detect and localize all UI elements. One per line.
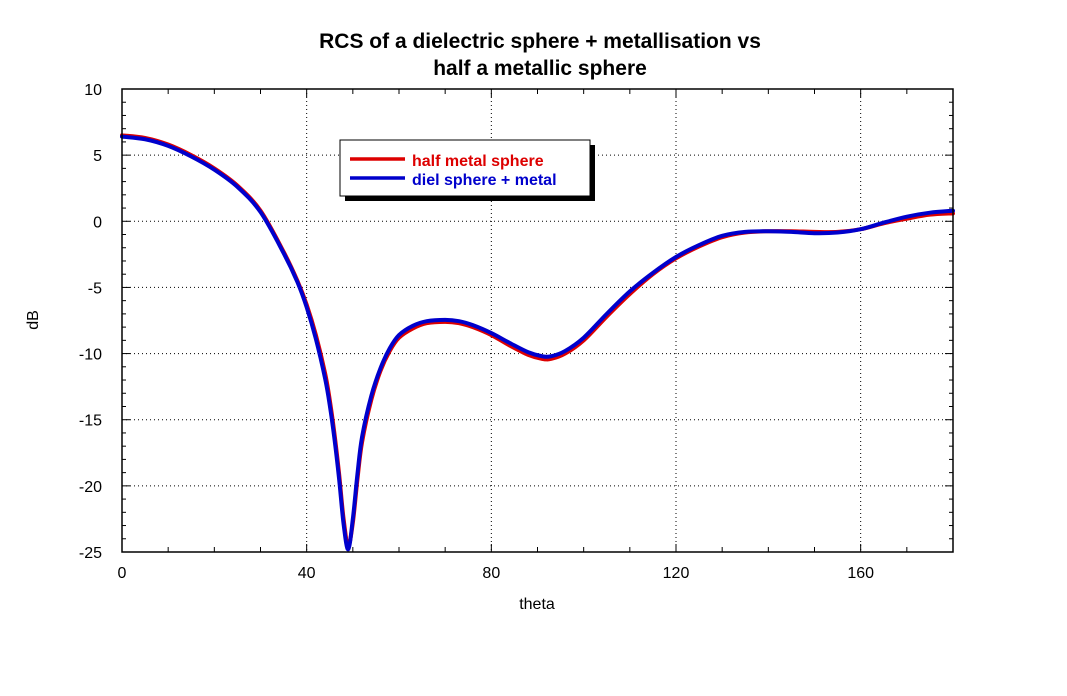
- y-tick-label: -10: [79, 347, 102, 364]
- legend-label-diel: diel sphere + metal: [412, 172, 557, 189]
- y-tick-label: 0: [93, 214, 102, 231]
- chart-title: RCS of a dielectric sphere + metallisati…: [319, 30, 761, 80]
- chart-title-line-1: RCS of a dielectric sphere + metallisati…: [319, 30, 761, 53]
- legend: half metal sphere diel sphere + metal: [339, 139, 595, 201]
- x-tick-label: 160: [847, 565, 874, 582]
- legend-box: [339, 139, 591, 197]
- y-tick-label: 10: [84, 82, 102, 99]
- y-tick-label: -5: [88, 280, 102, 297]
- y-tick-labels: -25 -20 -15 -10 -5 0 5 10: [79, 82, 102, 562]
- x-axis-label: theta: [519, 596, 555, 613]
- x-tick-label: 120: [663, 565, 690, 582]
- grid-lines: [122, 89, 953, 552]
- series-lines: [120, 133, 955, 552]
- y-tick-label: -25: [79, 545, 102, 562]
- series-line-diel-sphere-metal: [120, 134, 955, 552]
- chart-title-line-2: half a metallic sphere: [433, 57, 647, 80]
- x-tick-label: 80: [482, 565, 500, 582]
- x-tick-label: 0: [118, 565, 127, 582]
- y-tick-label: 5: [93, 148, 102, 165]
- x-tick-labels: 0 40 80 120 160: [118, 565, 875, 582]
- plot-frame: [121, 88, 954, 553]
- y-tick-label: -20: [79, 479, 102, 496]
- y-tick-label: -15: [79, 413, 102, 430]
- y-axis-label: dB: [25, 310, 42, 330]
- legend-label-half-metal: half metal sphere: [412, 153, 544, 170]
- x-tick-label: 40: [298, 565, 316, 582]
